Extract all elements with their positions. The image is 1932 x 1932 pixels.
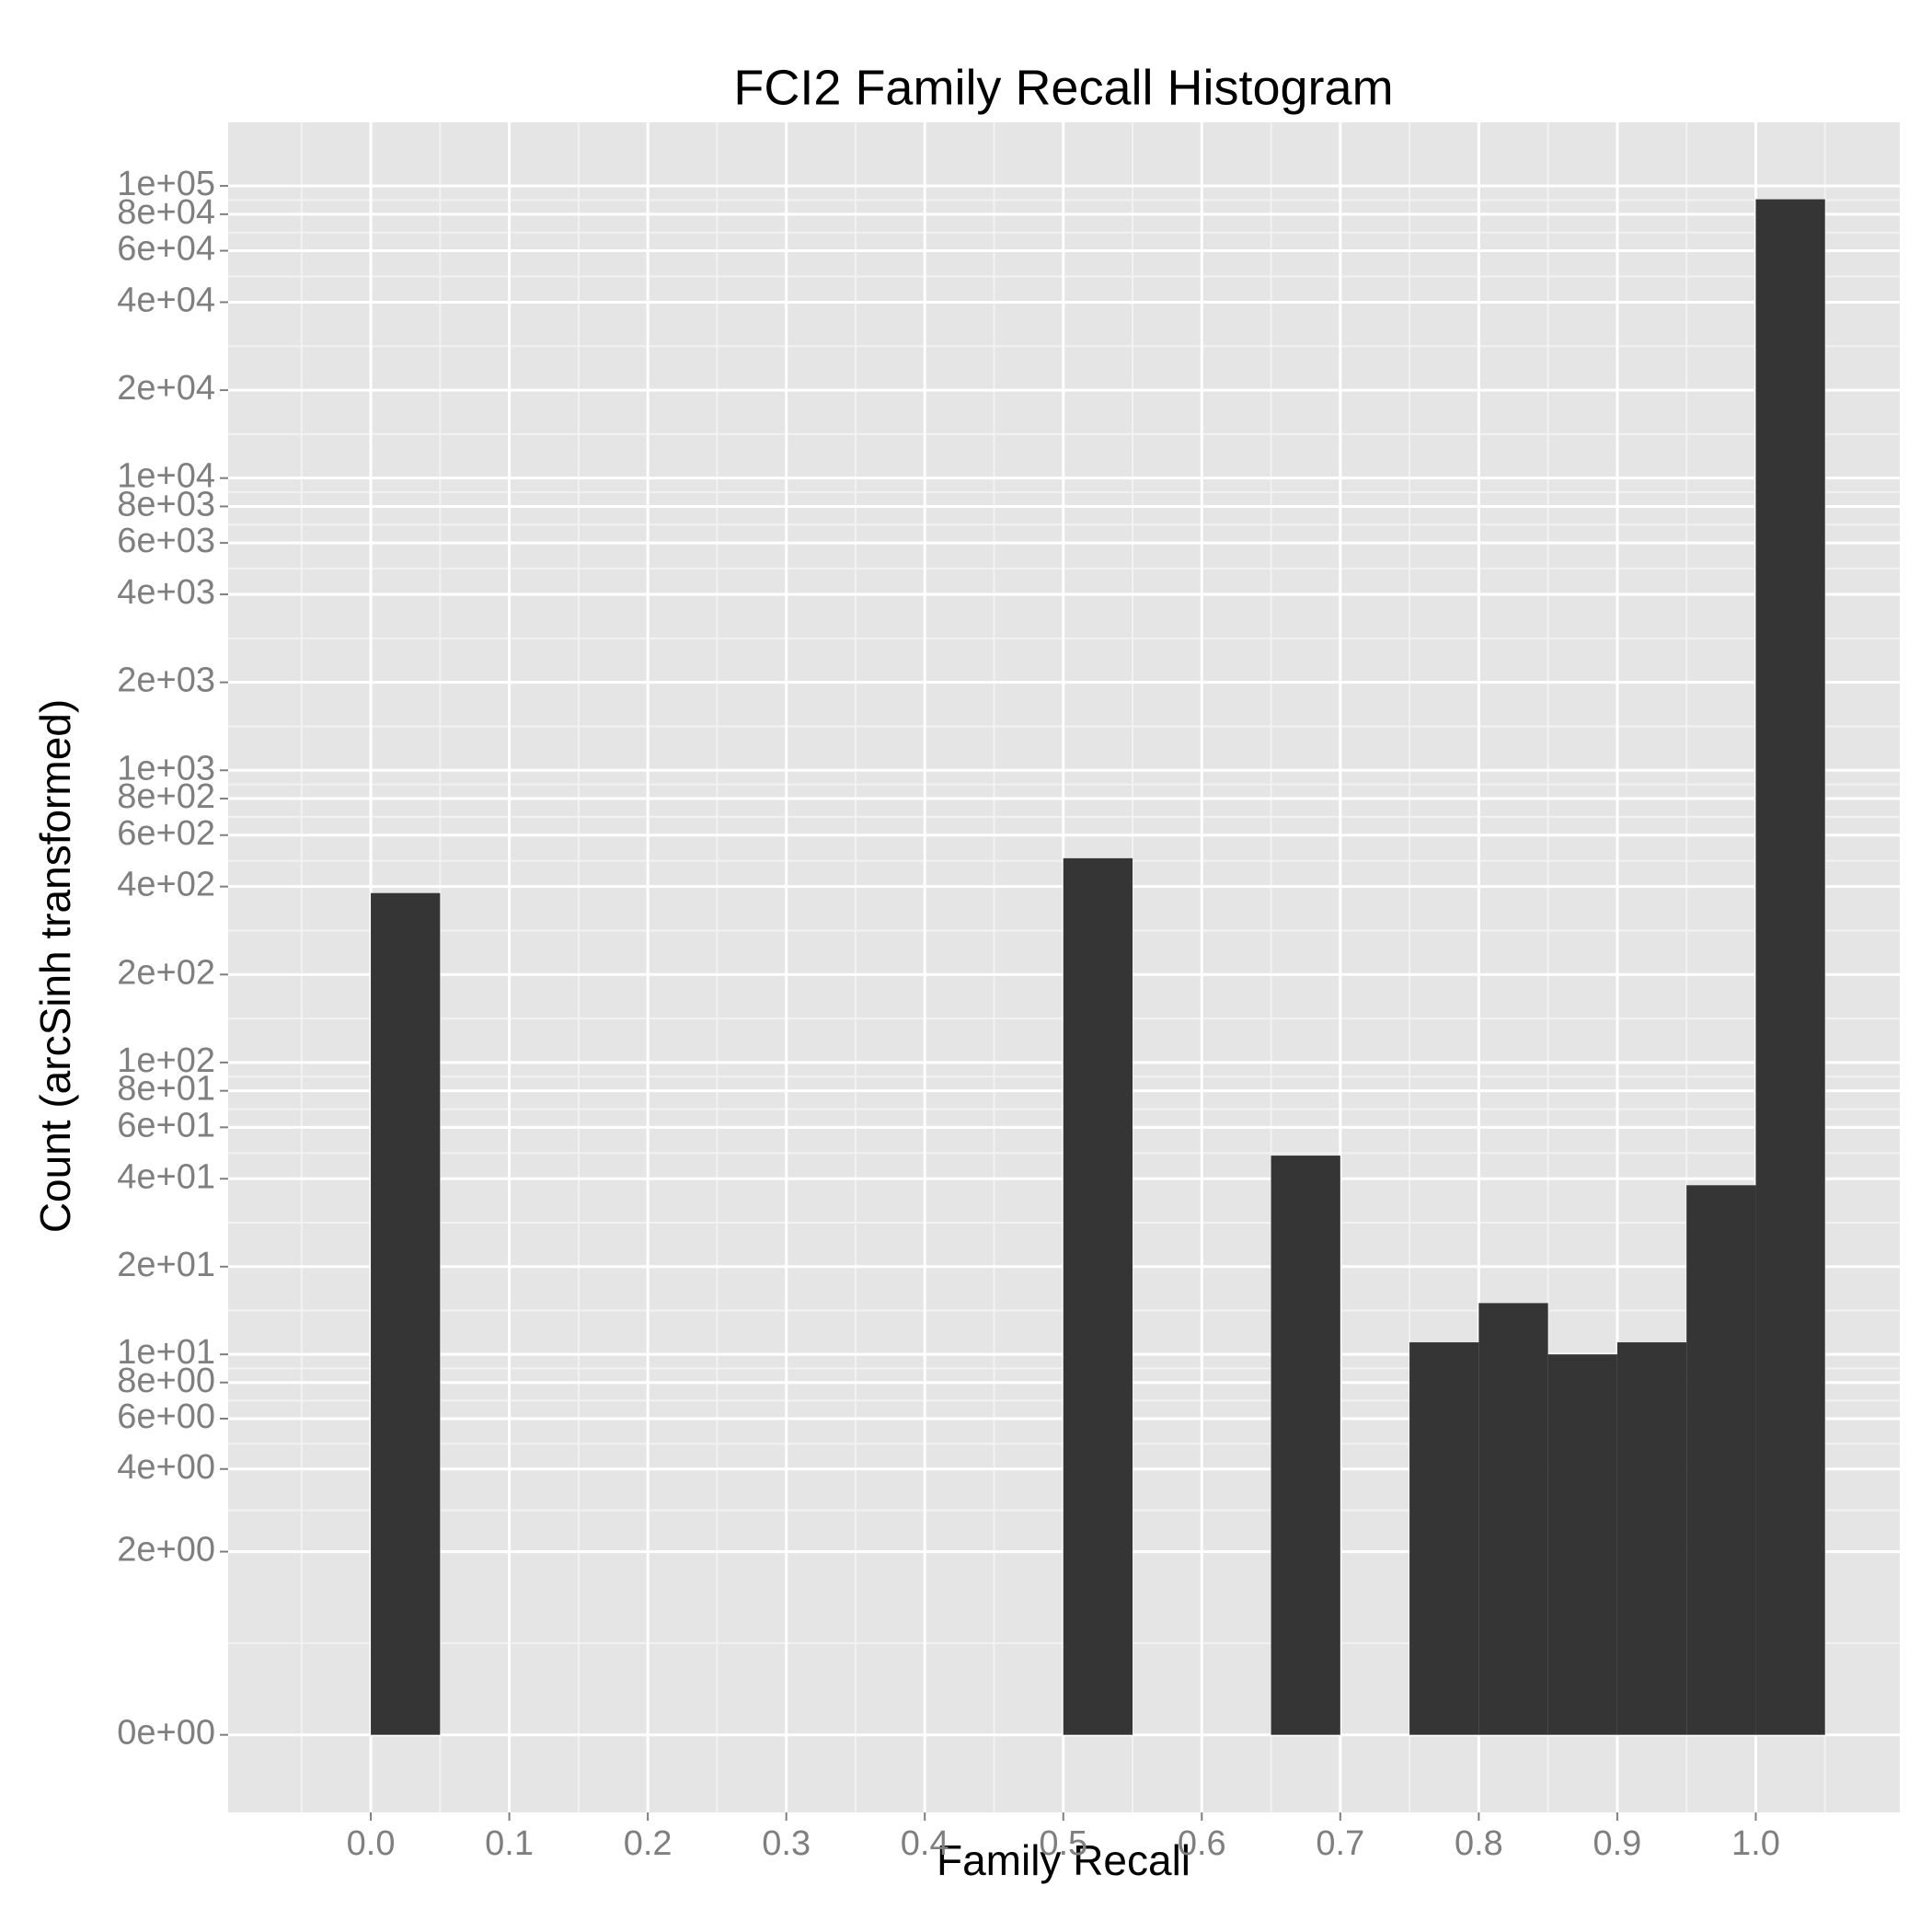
y-tick-label: 2e+01	[117, 1246, 215, 1284]
y-tick-label: 6e+03	[117, 522, 215, 560]
y-tick-label: 1e+01	[117, 1333, 215, 1372]
y-tick-label: 8e+04	[117, 193, 215, 232]
chart-title: FCI2 Family Recall Histogram	[733, 60, 1393, 115]
y-tick-label: 8e+03	[117, 485, 215, 523]
y-axis-label: Count (arcSinh transformed)	[31, 699, 79, 1233]
bar	[1616, 1342, 1687, 1735]
y-tick-label: 1e+05	[117, 165, 215, 203]
y-tick-label: 4e+03	[117, 573, 215, 612]
y-tick-label: 4e+02	[117, 866, 215, 904]
x-axis-label: Family Recall	[937, 1836, 1190, 1884]
y-tick-label: 4e+01	[117, 1157, 215, 1196]
x-tick-label: 0.0	[347, 1824, 396, 1863]
bar	[1547, 1354, 1617, 1735]
y-tick-label: 2e+02	[117, 953, 215, 992]
x-tick-label: 0.1	[485, 1824, 534, 1863]
y-tick-label: 1e+04	[117, 457, 215, 496]
x-tick-label: 0.9	[1593, 1824, 1641, 1863]
x-tick-label: 1.0	[1731, 1824, 1780, 1863]
bar	[371, 892, 441, 1735]
y-tick-label: 6e+00	[117, 1397, 215, 1436]
y-tick-label: 6e+01	[117, 1106, 215, 1144]
x-tick-label: 0.3	[762, 1824, 811, 1863]
x-tick-label: 0.7	[1316, 1824, 1364, 1863]
y-tick-label: 8e+02	[117, 777, 215, 816]
y-tick-label: 0e+00	[117, 1714, 215, 1753]
x-tick-label: 0.2	[624, 1824, 673, 1863]
y-tick-label: 1e+02	[117, 1041, 215, 1080]
x-tick-label: 0.5	[1039, 1824, 1087, 1863]
bar	[1478, 1303, 1548, 1735]
y-tick-label: 2e+03	[117, 661, 215, 700]
y-tick-label: 6e+04	[117, 230, 215, 269]
x-tick-label: 0.8	[1455, 1824, 1503, 1863]
y-tick-label: 4e+00	[117, 1448, 215, 1487]
y-tick-label: 4e+04	[117, 281, 215, 319]
y-tick-label: 2e+00	[117, 1531, 215, 1570]
y-tick-label: 8e+01	[117, 1070, 215, 1109]
bar	[1063, 857, 1133, 1735]
y-tick-label: 1e+03	[117, 749, 215, 788]
y-tick-label: 6e+02	[117, 814, 215, 853]
bar	[1271, 1156, 1340, 1735]
y-tick-label: 2e+04	[117, 369, 215, 408]
bar	[1755, 199, 1825, 1735]
bar	[1409, 1342, 1479, 1735]
y-tick-label: 8e+00	[117, 1362, 215, 1400]
x-tick-label: 0.6	[1178, 1824, 1226, 1863]
x-tick-label: 0.4	[901, 1824, 949, 1863]
bar	[1686, 1185, 1756, 1735]
